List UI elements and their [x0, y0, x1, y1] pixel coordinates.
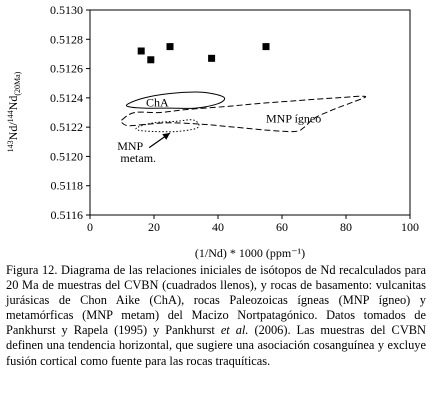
figure-caption: Figura 12. Diagrama de las relaciones in… — [6, 263, 426, 369]
x-tick-label: 80 — [340, 220, 352, 234]
x-axis-label: (1/Nd) * 1000 (ppm⁻¹) — [195, 246, 305, 260]
caption-text-1: Figura 12. Diagrama de las relaciones in… — [6, 263, 426, 338]
fields-layer — [120, 91, 367, 149]
data-point — [166, 43, 174, 51]
annotation-label: metam. — [120, 151, 156, 165]
ticks-layer: 0 20 40 60 80 100 0.5116 0.5118 0.5120 0.5122 0.51… — [50, 3, 419, 234]
x-tick-label: 100 — [401, 220, 419, 234]
y-tick-label: 0.5116 — [50, 208, 83, 222]
annotation-label: ChA — [146, 95, 169, 109]
data-point — [262, 43, 270, 51]
plot-frame — [89, 9, 411, 216]
field-outline-1 — [125, 91, 226, 109]
annotation-label: MNP ígneo — [266, 111, 321, 125]
caption-et-al: et al. — [220, 323, 249, 338]
y-tick-label: 0.5124 — [50, 91, 83, 105]
x-tick-label: 0 — [87, 220, 93, 234]
data-point — [137, 47, 145, 55]
annotation-label: MNP — [117, 139, 143, 153]
y-tick-label: 0.5118 — [50, 179, 83, 193]
arrow-head — [162, 133, 170, 140]
points-layer — [137, 43, 270, 64]
svg-text:143Nd/144Nd(20Ma): 143Nd/144Nd(20Ma) — [6, 71, 22, 152]
y-tick-label: 0.5130 — [50, 3, 83, 17]
x-tick-label: 20 — [148, 220, 160, 234]
x-tick-label: 40 — [212, 220, 224, 234]
field-outline-2 — [120, 95, 367, 133]
y-tick-label: 0.5128 — [50, 32, 83, 46]
y-tick-label: 0.5120 — [50, 149, 83, 163]
field-outline-3 — [135, 119, 200, 133]
data-point — [208, 54, 216, 62]
y-axis-label: 143Nd/144Nd(20Ma) — [6, 71, 22, 152]
caption-text-2: (2006). Las muestras del CVBN definen un… — [6, 323, 426, 368]
isotope-figure: 0 20 40 60 80 100 0.5116 0.5118 0.5120 0.5122 0.51… — [6, 3, 419, 260]
data-point — [147, 56, 155, 64]
y-tick-label: 0.5126 — [50, 62, 83, 76]
x-tick-label: 60 — [276, 220, 288, 234]
y-tick-label: 0.5122 — [50, 120, 83, 134]
